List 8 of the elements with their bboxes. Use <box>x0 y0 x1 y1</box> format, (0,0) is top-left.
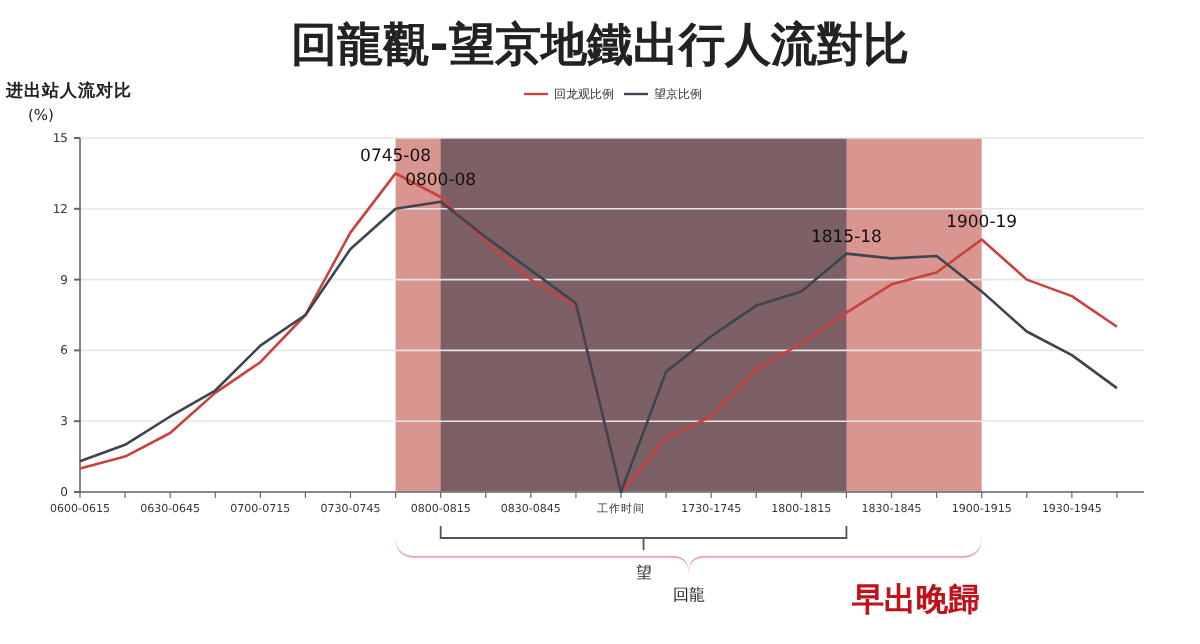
annotation: 1815-18 <box>810 227 882 248</box>
text: 望 <box>635 564 652 582</box>
text: 回龍 <box>672 586 705 604</box>
annotation: 1900-19 <box>946 213 1018 234</box>
text: 早出晚歸 <box>850 580 980 618</box>
annotation: 0800-08 <box>405 171 477 191</box>
chart-title: 回龍觀-望京地鐵出行人流對比 <box>291 18 909 72</box>
annotation: 0745-08 <box>360 147 432 168</box>
